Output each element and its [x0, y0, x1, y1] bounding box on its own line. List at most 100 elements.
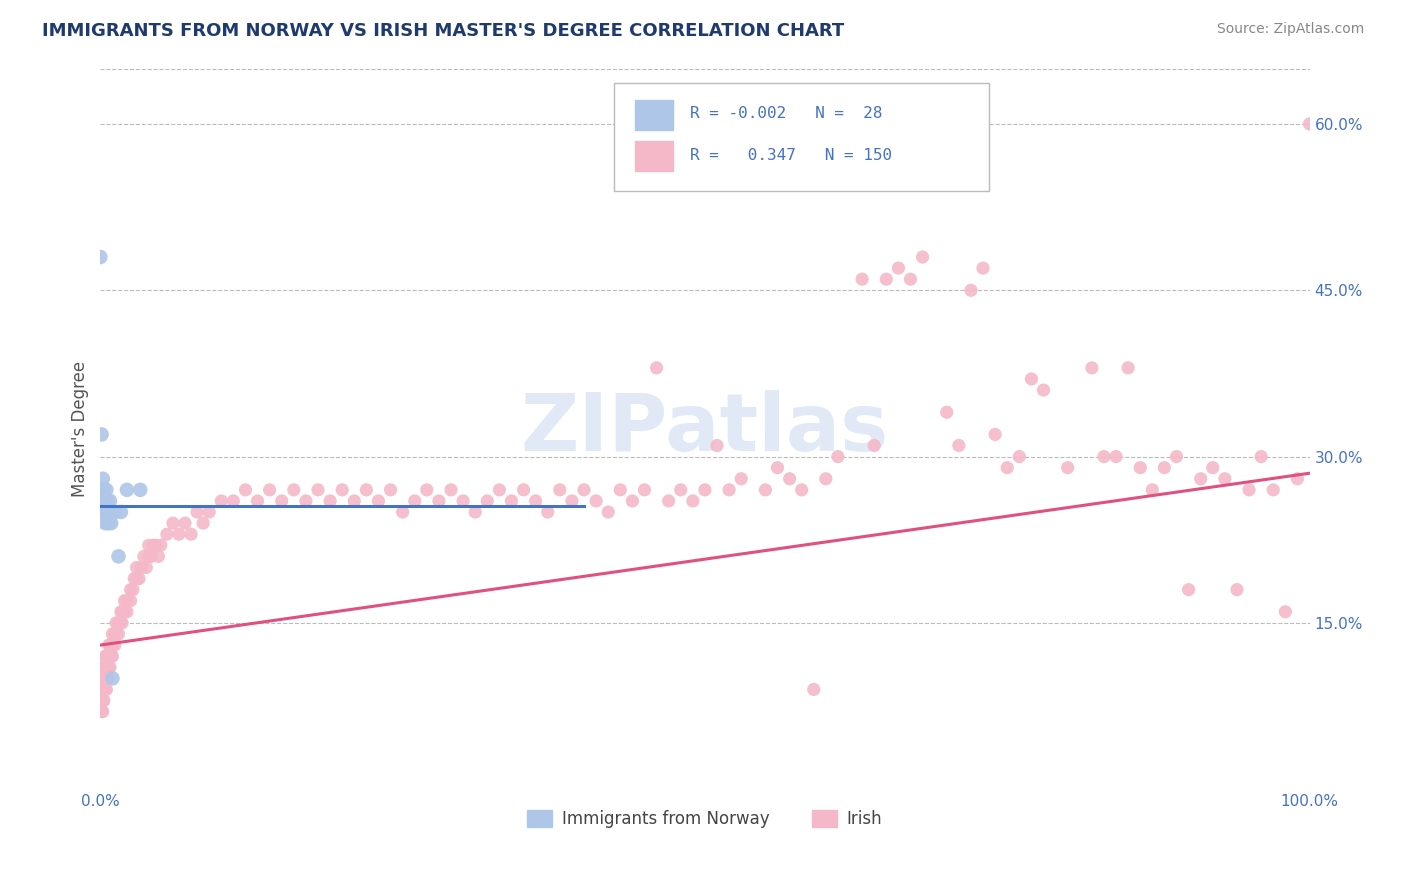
Point [1116, 360, 1139, 375]
Point [356, 483, 378, 497]
Point [97, 649, 120, 664]
Point [96, 649, 118, 664]
Point [142, 538, 165, 552]
Point [110, 605, 132, 619]
Point [122, 582, 145, 597]
Point [561, 494, 583, 508]
Point [191, 516, 214, 530]
Point [1189, 472, 1212, 486]
FancyBboxPatch shape [614, 83, 988, 191]
Point [91, 660, 114, 674]
Point [98, 505, 121, 519]
Point [96, 494, 118, 508]
Point [93, 483, 115, 497]
Point [682, 494, 704, 508]
Point [98, 638, 121, 652]
Point [96, 671, 118, 685]
Point [104, 505, 127, 519]
Point [111, 615, 134, 630]
Point [100, 638, 122, 652]
Point [94, 505, 117, 519]
Point [330, 483, 353, 497]
Point [464, 505, 486, 519]
Point [1142, 483, 1164, 497]
Point [97, 638, 120, 652]
Point [93, 693, 115, 707]
Point [911, 250, 934, 264]
Point [138, 538, 160, 552]
Point [537, 505, 560, 519]
Point [98, 649, 121, 664]
Point [319, 494, 342, 508]
Point [131, 560, 153, 574]
Point [198, 505, 221, 519]
Point [718, 483, 741, 497]
Point [90, 682, 112, 697]
Point [621, 494, 644, 508]
Point [186, 505, 208, 519]
Point [1008, 450, 1031, 464]
Point [754, 483, 776, 497]
Point [295, 494, 318, 508]
Point [658, 494, 681, 508]
Point [477, 494, 499, 508]
Legend: Immigrants from Norway, Irish: Immigrants from Norway, Irish [520, 804, 889, 835]
Point [307, 483, 329, 497]
Point [598, 505, 620, 519]
Point [174, 516, 197, 530]
Point [1213, 472, 1236, 486]
Point [100, 505, 122, 519]
Point [97, 494, 120, 508]
Point [440, 483, 463, 497]
Point [135, 560, 157, 574]
Point [827, 450, 849, 464]
FancyBboxPatch shape [634, 100, 673, 129]
Point [246, 494, 269, 508]
Point [427, 494, 450, 508]
Point [1032, 383, 1054, 397]
Point [108, 615, 131, 630]
Point [1166, 450, 1188, 464]
Point [693, 483, 716, 497]
Point [1177, 582, 1199, 597]
Point [706, 438, 728, 452]
Point [995, 460, 1018, 475]
Point [367, 494, 389, 508]
Point [97, 671, 120, 685]
Point [90, 693, 112, 707]
Point [96, 682, 118, 697]
Point [105, 627, 128, 641]
Point [633, 483, 655, 497]
Point [93, 505, 115, 519]
Text: Source: ZipAtlas.com: Source: ZipAtlas.com [1216, 22, 1364, 37]
Point [814, 472, 837, 486]
Point [96, 660, 118, 674]
Point [128, 572, 150, 586]
Point [90, 705, 112, 719]
Point [100, 649, 122, 664]
Point [259, 483, 281, 497]
Point [91, 705, 114, 719]
Point [585, 494, 607, 508]
Point [1298, 117, 1320, 131]
Point [138, 549, 160, 564]
Point [900, 272, 922, 286]
Point [89, 250, 111, 264]
Point [548, 483, 571, 497]
Point [107, 627, 129, 641]
Point [97, 660, 120, 674]
Point [97, 516, 120, 530]
Point [145, 538, 167, 552]
Point [1202, 460, 1225, 475]
Point [90, 671, 112, 685]
Point [972, 261, 994, 276]
Point [104, 627, 127, 641]
Point [90, 427, 112, 442]
Point [149, 538, 172, 552]
Point [645, 360, 668, 375]
Point [110, 505, 132, 519]
Point [779, 472, 801, 486]
Point [1286, 472, 1309, 486]
Point [96, 505, 118, 519]
Point [501, 494, 523, 508]
